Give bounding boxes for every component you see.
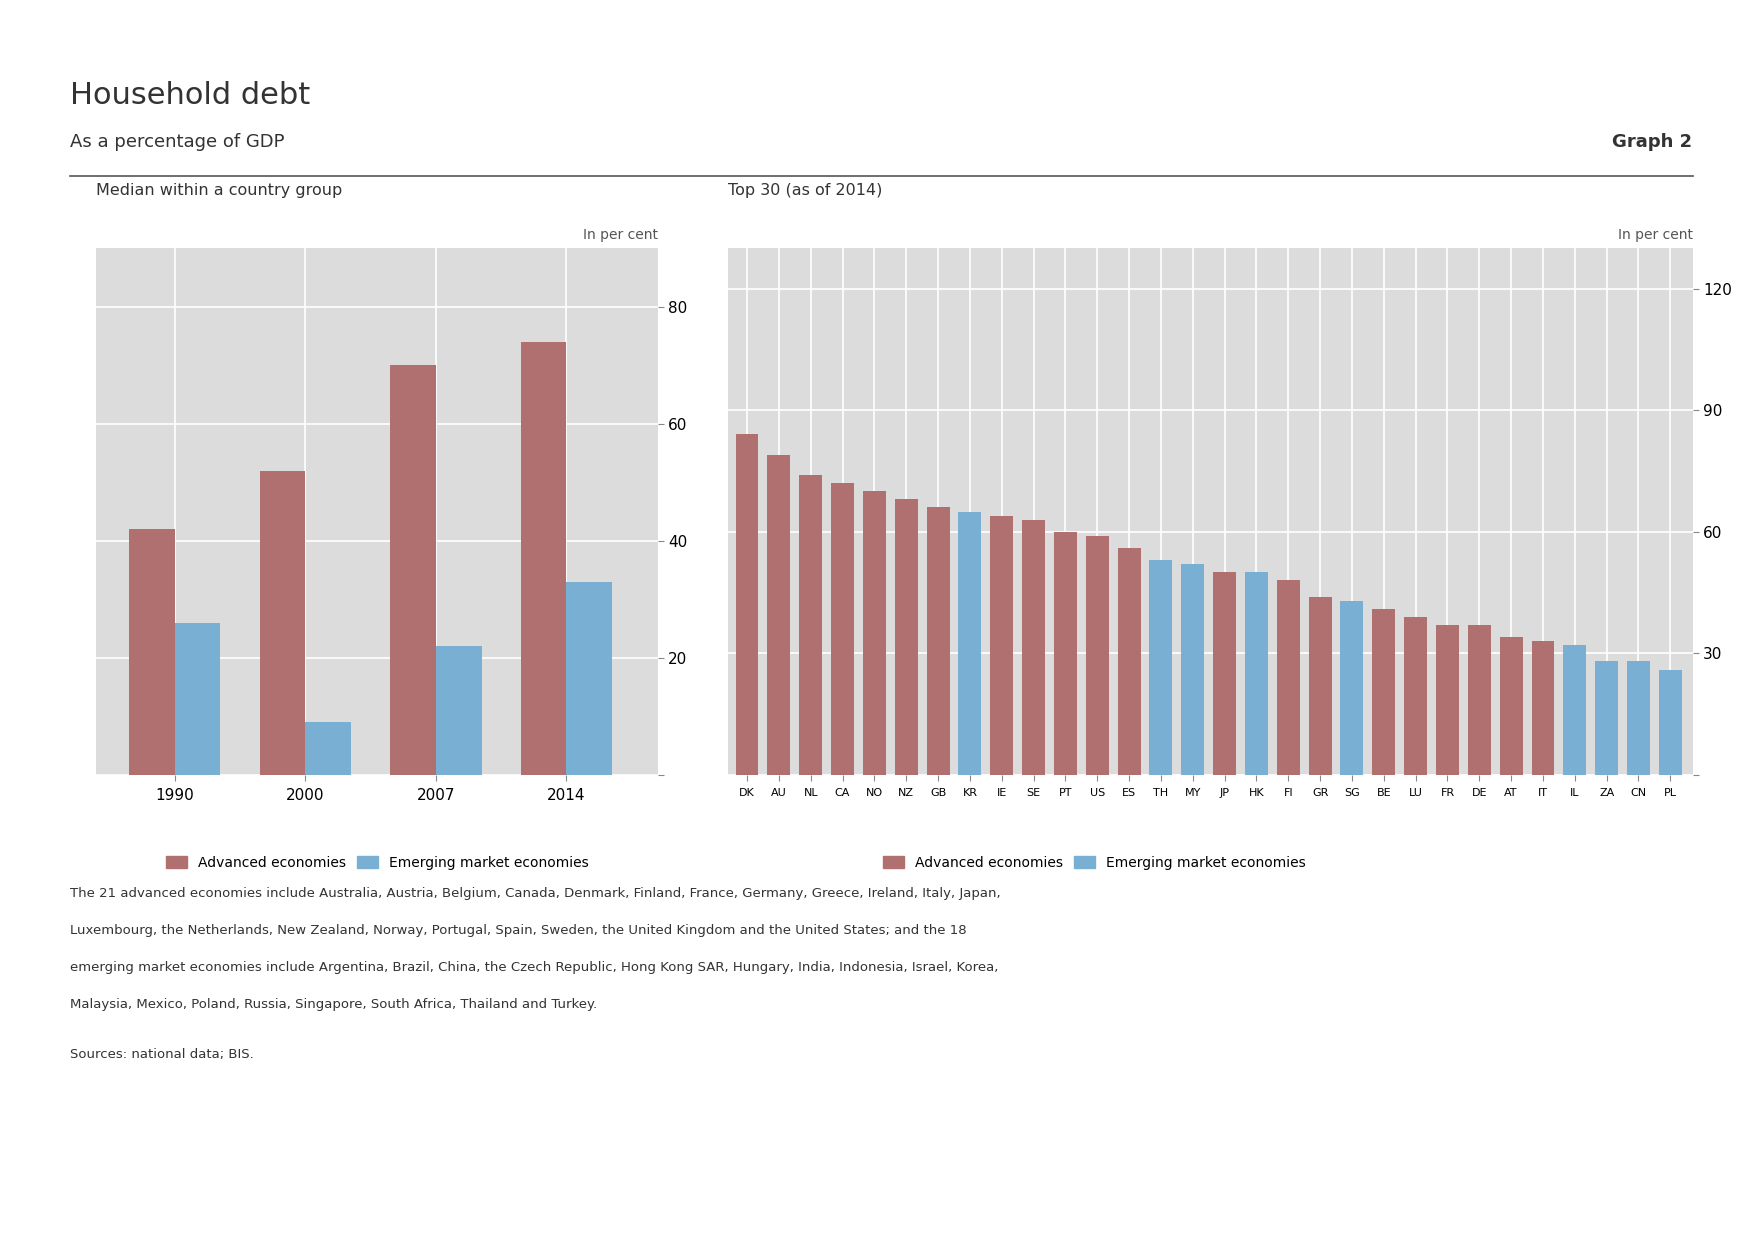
Bar bbox=[1117, 548, 1140, 775]
Legend: Advanced economies, Emerging market economies: Advanced economies, Emerging market econ… bbox=[160, 851, 595, 875]
Bar bbox=[831, 484, 854, 775]
Bar bbox=[260, 470, 305, 775]
Bar bbox=[800, 475, 823, 775]
Bar bbox=[1180, 564, 1205, 775]
Bar bbox=[1563, 645, 1586, 775]
Text: Median within a country group: Median within a country group bbox=[96, 184, 342, 198]
Bar bbox=[175, 622, 221, 775]
Text: In per cent: In per cent bbox=[1617, 228, 1693, 242]
Text: Top 30 (as of 2014): Top 30 (as of 2014) bbox=[728, 184, 882, 198]
Bar bbox=[1437, 625, 1459, 775]
Bar bbox=[958, 511, 980, 775]
Text: In per cent: In per cent bbox=[582, 228, 658, 242]
Bar bbox=[567, 582, 612, 775]
Bar bbox=[1277, 580, 1300, 775]
Bar bbox=[1340, 600, 1363, 775]
Bar bbox=[1405, 616, 1428, 775]
Bar bbox=[1372, 609, 1394, 775]
Text: Graph 2: Graph 2 bbox=[1612, 133, 1693, 151]
Text: Malaysia, Mexico, Poland, Russia, Singapore, South Africa, Thailand and Turkey.: Malaysia, Mexico, Poland, Russia, Singap… bbox=[70, 998, 598, 1011]
Bar bbox=[1628, 661, 1651, 775]
Bar bbox=[926, 507, 949, 775]
Text: emerging market economies include Argentina, Brazil, China, the Czech Republic, : emerging market economies include Argent… bbox=[70, 961, 998, 973]
Bar bbox=[863, 491, 886, 775]
Bar bbox=[735, 434, 758, 775]
Bar bbox=[1308, 596, 1331, 775]
Bar bbox=[768, 455, 791, 775]
Bar bbox=[895, 500, 917, 775]
Bar bbox=[1086, 536, 1109, 775]
Bar bbox=[1531, 641, 1554, 775]
Bar bbox=[521, 342, 567, 775]
Text: Household debt: Household debt bbox=[70, 81, 310, 109]
Bar bbox=[1245, 573, 1268, 775]
Bar bbox=[435, 646, 482, 775]
Bar bbox=[1659, 670, 1682, 775]
Bar bbox=[1054, 532, 1077, 775]
Legend: Advanced economies, Emerging market economies: Advanced economies, Emerging market econ… bbox=[877, 851, 1312, 875]
Bar bbox=[1214, 573, 1237, 775]
Bar bbox=[1594, 661, 1619, 775]
Bar bbox=[991, 516, 1014, 775]
Bar bbox=[305, 722, 351, 775]
Text: Sources: national data; BIS.: Sources: national data; BIS. bbox=[70, 1048, 254, 1060]
Bar bbox=[130, 529, 175, 775]
Text: Luxembourg, the Netherlands, New Zealand, Norway, Portugal, Spain, Sweden, the U: Luxembourg, the Netherlands, New Zealand… bbox=[70, 924, 966, 936]
Bar bbox=[1023, 520, 1045, 775]
Bar bbox=[389, 365, 435, 775]
Bar bbox=[1149, 560, 1172, 775]
Bar bbox=[1500, 637, 1522, 775]
Bar bbox=[1468, 625, 1491, 775]
Text: The 21 advanced economies include Australia, Austria, Belgium, Canada, Denmark, : The 21 advanced economies include Austra… bbox=[70, 887, 1002, 899]
Text: As a percentage of GDP: As a percentage of GDP bbox=[70, 133, 284, 151]
